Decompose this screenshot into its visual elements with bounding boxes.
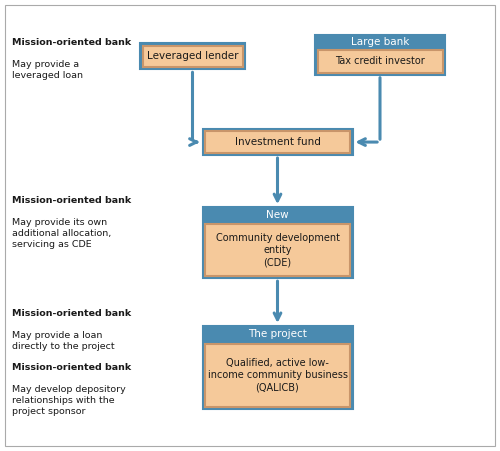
Text: The project: The project (248, 329, 307, 339)
Bar (315, 35, 445, 75)
Text: Community development
entity
(CDE): Community development entity (CDE) (216, 233, 340, 267)
Text: May provide a
leveraged loan: May provide a leveraged loan (12, 60, 84, 80)
Text: New: New (266, 210, 289, 220)
Text: May develop depository
relationships with the
project sponsor: May develop depository relationships wit… (12, 385, 126, 416)
Text: Mission-oriented bank: Mission-oriented bank (12, 309, 132, 318)
Text: Mission-oriented bank: Mission-oriented bank (12, 196, 132, 205)
Bar (318, 50, 442, 73)
Text: Large bank: Large bank (351, 37, 409, 47)
Bar (205, 344, 350, 407)
FancyBboxPatch shape (5, 5, 495, 446)
Bar (142, 46, 242, 67)
Bar (202, 207, 352, 278)
Text: Leveraged lender: Leveraged lender (147, 51, 238, 61)
Bar (140, 43, 245, 69)
Text: Qualified, active low-
income community business
(QALICB): Qualified, active low- income community … (208, 358, 348, 393)
Text: Investment fund: Investment fund (234, 137, 320, 147)
Text: May provide its own
additional allocation,
servicing as CDE: May provide its own additional allocatio… (12, 218, 112, 249)
Text: Mission-oriented bank: Mission-oriented bank (12, 38, 132, 47)
Bar (202, 326, 352, 410)
Text: May provide a loan
directly to the project: May provide a loan directly to the proje… (12, 331, 115, 351)
Bar (205, 131, 350, 153)
Bar (205, 224, 350, 276)
Text: Tax credit investor: Tax credit investor (335, 56, 425, 66)
Text: Mission-oriented bank: Mission-oriented bank (12, 363, 132, 372)
Bar (202, 129, 352, 155)
